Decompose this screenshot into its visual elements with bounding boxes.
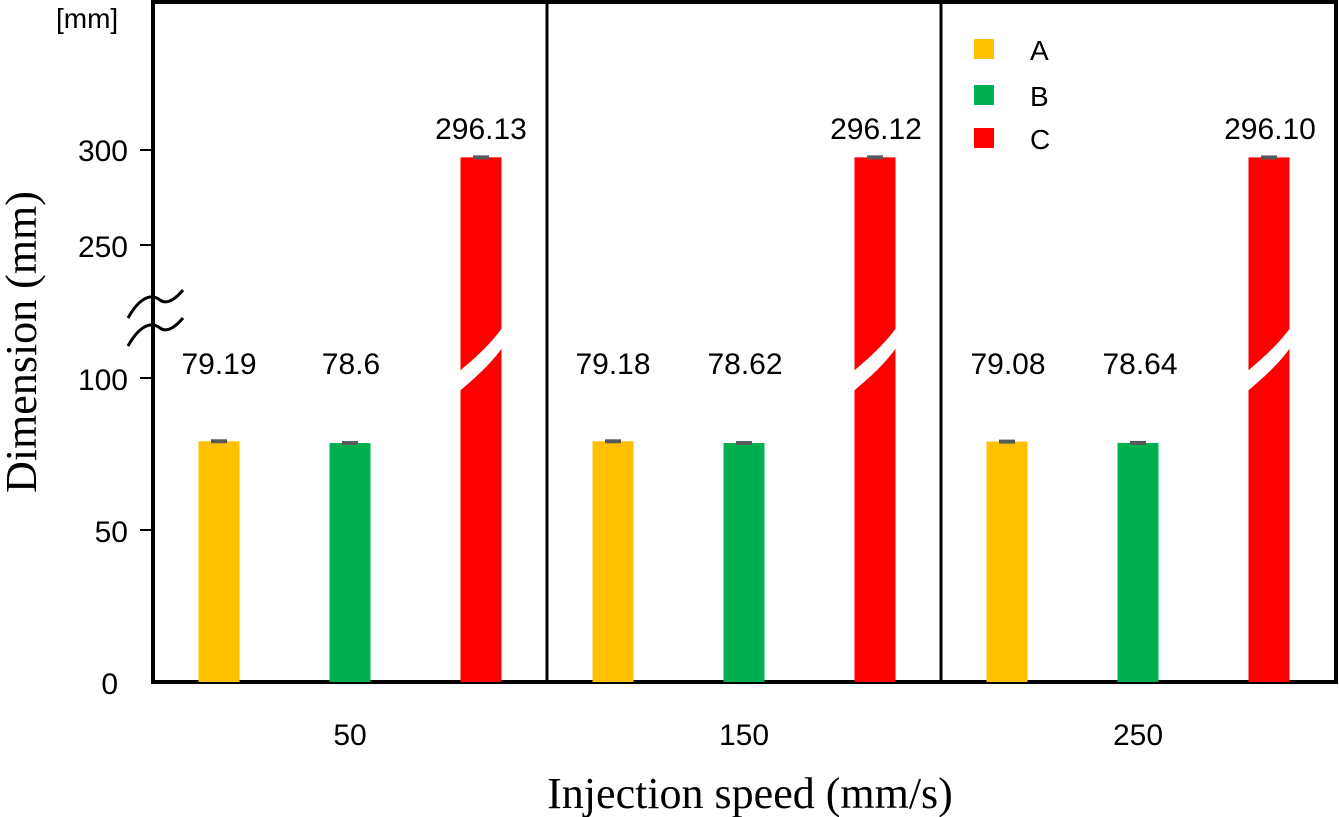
data-label: 79.18 <box>575 348 650 381</box>
x-tick-label: 250 <box>1113 719 1163 752</box>
bar-c-50 <box>460 157 502 682</box>
data-label: 78.64 <box>1102 348 1177 381</box>
legend-swatch-c <box>974 128 994 148</box>
bar-a-250 <box>986 441 1028 682</box>
data-label: 78.62 <box>707 348 782 381</box>
y-tick-label: 250 <box>78 231 128 264</box>
bar-b-50 <box>329 443 371 682</box>
legend: A B C <box>974 35 1050 155</box>
bar-a-50 <box>198 441 240 682</box>
y-tick-label: 0 <box>101 668 118 701</box>
y-axis-title: Dimension (mm) <box>0 191 46 493</box>
data-label: 78.6 <box>322 348 380 381</box>
data-label: 79.19 <box>181 348 256 381</box>
legend-label-a: A <box>1030 35 1049 66</box>
y-tick-label: 300 <box>78 135 128 168</box>
data-label: 296.12 <box>830 113 922 146</box>
bar-c-250 <box>1248 157 1290 682</box>
x-tick-label: 150 <box>719 719 769 752</box>
y-tick-label: 50 <box>95 516 128 549</box>
data-label: 79.08 <box>970 348 1045 381</box>
y-axis-break-icon <box>126 289 185 347</box>
bars-group <box>198 155 1292 682</box>
bar-b-150 <box>723 442 765 682</box>
legend-label-c: C <box>1030 124 1050 155</box>
data-label: 296.10 <box>1224 113 1316 146</box>
bar-a-150 <box>592 441 634 682</box>
axis-break-gap <box>852 326 898 392</box>
axis-break-gap <box>458 326 504 392</box>
legend-label-b: B <box>1030 81 1049 112</box>
data-label: 296.13 <box>435 113 527 146</box>
bar-b-250 <box>1117 442 1159 682</box>
x-axis-title: Injection speed (mm/s) <box>547 769 953 817</box>
y-tick-label: 100 <box>78 364 128 397</box>
axis-break-gap <box>1246 326 1292 392</box>
y-unit-label: [mm] <box>56 3 118 34</box>
legend-swatch-b <box>974 85 994 105</box>
x-tick-label: 50 <box>333 719 366 752</box>
bar-c-150 <box>854 157 896 682</box>
legend-swatch-a <box>974 39 994 59</box>
